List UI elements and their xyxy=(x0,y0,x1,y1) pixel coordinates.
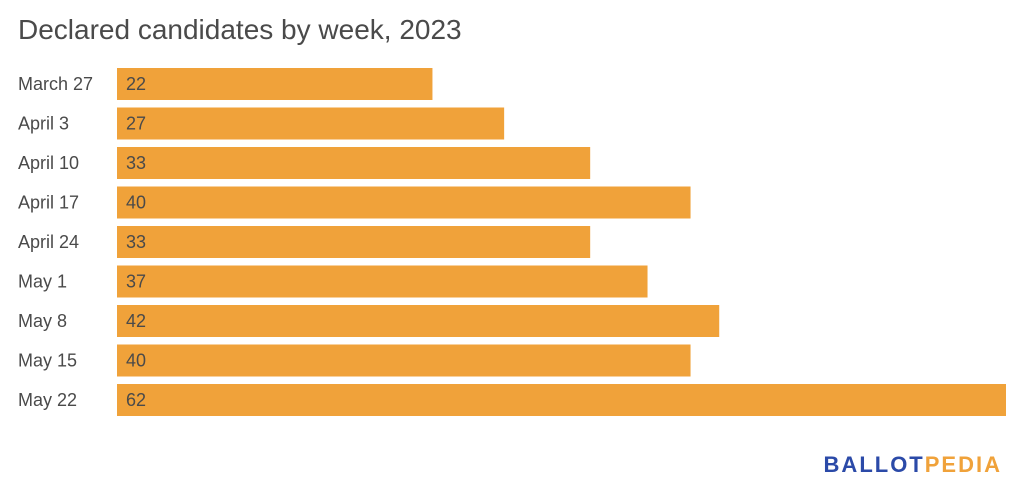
category-label: April 10 xyxy=(18,153,79,173)
bar xyxy=(117,186,691,219)
category-label: April 17 xyxy=(18,193,79,213)
bar xyxy=(117,344,691,377)
category-label: April 24 xyxy=(18,232,79,252)
bar-value-label: 40 xyxy=(126,351,146,371)
logo-text-pedia: PEDIA xyxy=(924,452,1002,477)
category-label: May 15 xyxy=(18,351,77,371)
bar-value-label: 33 xyxy=(126,232,146,252)
ballotpedia-logo: BALLOTPEDIA xyxy=(824,452,1002,478)
category-label: April 3 xyxy=(18,114,69,134)
bar-value-label: 22 xyxy=(126,74,146,94)
bar xyxy=(117,305,720,337)
bar-value-label: 27 xyxy=(126,114,146,134)
bar xyxy=(117,68,433,100)
category-label: May 8 xyxy=(18,311,67,331)
category-label: May 1 xyxy=(18,272,67,292)
chart-title: Declared candidates by week, 2023 xyxy=(18,14,462,45)
bar xyxy=(117,265,648,298)
category-label: May 22 xyxy=(18,390,77,410)
bar-value-label: 33 xyxy=(126,153,146,173)
category-label: March 27 xyxy=(18,74,93,94)
logo-text-ballot: BALLOT xyxy=(823,452,925,477)
bar-value-label: 37 xyxy=(126,272,146,292)
bar-value-label: 62 xyxy=(126,390,146,410)
bar xyxy=(117,384,1006,416)
bar xyxy=(117,147,591,179)
bar xyxy=(117,107,505,140)
bar xyxy=(117,226,591,258)
bar-value-label: 40 xyxy=(126,193,146,213)
bar-value-label: 42 xyxy=(126,311,146,331)
